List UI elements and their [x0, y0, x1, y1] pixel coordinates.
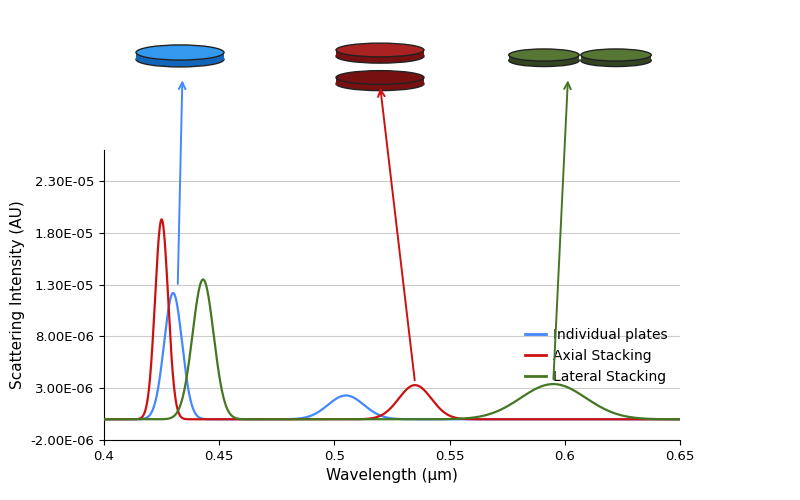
Y-axis label: Scattering Intensity (AU): Scattering Intensity (AU) [10, 200, 25, 390]
X-axis label: Wavelength (μm): Wavelength (μm) [326, 468, 458, 483]
Legend: Individual plates, Axial Stacking, Lateral Stacking: Individual plates, Axial Stacking, Later… [519, 322, 673, 390]
